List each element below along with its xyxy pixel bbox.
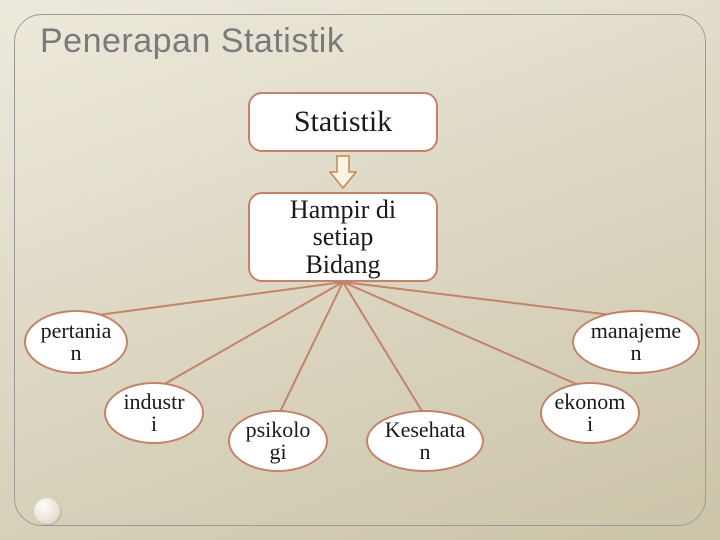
mid-box-hampir: Hampir di setiap Bidang [248, 192, 438, 282]
mid-box-line2: setiap [313, 223, 374, 250]
node-manajemen-l1: manajeme [591, 320, 681, 342]
slide-title: Penerapan Statistik [40, 22, 344, 61]
node-psikologi-l1: psikolo [246, 419, 311, 441]
root-box-statistik: Statistik [248, 92, 438, 152]
page-number-dot [34, 498, 60, 524]
mid-box-line1: Hampir di [290, 196, 396, 223]
line-to-pertanian [76, 282, 343, 318]
node-industri-l2: i [151, 413, 157, 435]
node-ekonomi-l1: ekonom [555, 391, 626, 413]
line-to-kesehatan [343, 282, 425, 416]
node-manajemen-l2: n [631, 342, 642, 364]
line-to-ekonomi [343, 282, 590, 390]
node-industri: industr i [104, 382, 204, 444]
node-ekonomi: ekonom i [540, 382, 640, 444]
node-psikologi-l2: gi [269, 441, 286, 463]
node-psikologi: psikolo gi [228, 410, 328, 472]
line-to-industri [154, 282, 343, 390]
node-industri-l1: industr [123, 391, 184, 413]
node-kesehatan: Kesehata n [366, 410, 484, 472]
line-to-manajemen [343, 282, 636, 318]
node-kesehatan-l2: n [420, 441, 431, 463]
down-arrow-icon [329, 154, 357, 190]
node-kesehatan-l1: Kesehata [385, 419, 466, 441]
root-box-label: Statistik [294, 106, 392, 138]
node-ekonomi-l2: i [587, 413, 593, 435]
node-pertanian: pertania n [24, 310, 128, 374]
mid-box-line3: Bidang [305, 251, 380, 278]
line-to-psikologi [278, 282, 343, 416]
node-pertanian-l2: n [71, 342, 82, 364]
node-pertanian-l1: pertania [41, 320, 112, 342]
node-manajemen: manajeme n [572, 310, 700, 374]
